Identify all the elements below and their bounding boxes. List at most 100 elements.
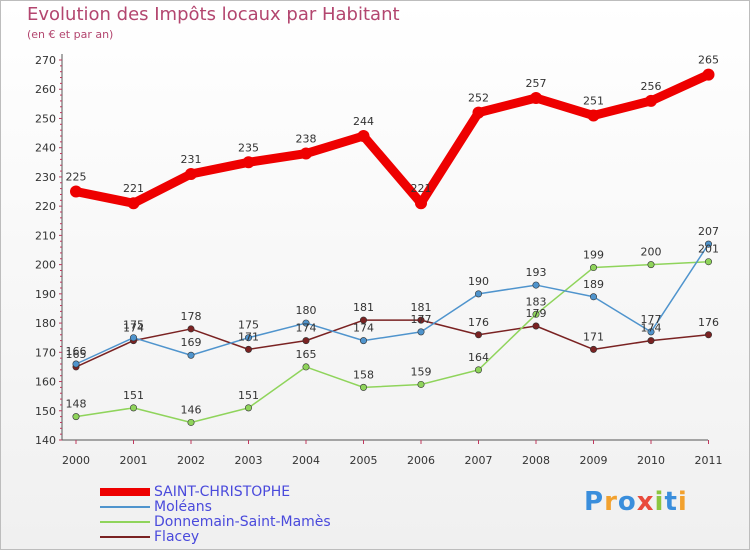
series-line-0 — [71, 70, 713, 208]
legend-swatch — [100, 536, 150, 538]
data-label: 158 — [353, 368, 374, 381]
y-tick-label: 190 — [35, 288, 56, 301]
data-point — [704, 331, 712, 339]
data-label: 176 — [698, 316, 719, 329]
logo-letter: x — [636, 487, 655, 517]
data-label: 190 — [468, 275, 489, 288]
data-point — [300, 147, 312, 160]
logo-letter: r — [604, 487, 618, 517]
legend-label: Moléans — [154, 499, 212, 515]
data-point — [704, 258, 712, 266]
data-point — [589, 293, 597, 301]
data-point — [245, 404, 253, 412]
data-label: 174 — [296, 322, 317, 335]
legend-swatch — [100, 521, 150, 523]
data-point — [415, 197, 427, 210]
x-tick-label: 2006 — [407, 454, 435, 467]
data-point — [647, 328, 655, 336]
legend-swatch — [100, 506, 150, 508]
data-label: 174 — [123, 322, 144, 335]
data-label: 165 — [296, 348, 317, 361]
data-point — [185, 168, 197, 180]
data-label: 159 — [411, 365, 432, 378]
data-label: 225 — [66, 171, 87, 184]
data-point — [187, 351, 195, 359]
legend-entry: Moléans — [100, 499, 400, 515]
data-point — [532, 322, 540, 330]
data-label: 164 — [468, 351, 489, 364]
data-label: 148 — [66, 398, 87, 411]
data-label: 178 — [181, 310, 202, 323]
x-tick-label: 2003 — [235, 454, 263, 467]
y-tick-label: 240 — [35, 142, 56, 155]
legend-label: Donnemain-Saint-Mamès — [154, 514, 331, 530]
data-point — [359, 316, 367, 324]
y-tick-label: 150 — [35, 405, 56, 418]
data-label: 175 — [123, 319, 144, 332]
data-point — [472, 106, 485, 119]
data-point — [474, 290, 482, 298]
logo-letter: P — [584, 487, 605, 517]
data-label: 169 — [181, 336, 202, 349]
data-point — [532, 310, 540, 318]
legend-entry: Flacey — [100, 529, 400, 545]
y-tick-label: 140 — [35, 434, 56, 447]
data-label: 221 — [411, 182, 432, 195]
data-point — [245, 334, 253, 342]
data-label: 235 — [238, 141, 259, 154]
data-point — [474, 331, 482, 339]
data-label: 244 — [353, 115, 374, 128]
y-tick-label: 200 — [35, 259, 56, 272]
data-label: 189 — [583, 278, 604, 291]
data-point — [417, 380, 425, 388]
data-label: 201 — [698, 243, 719, 256]
data-label: 183 — [526, 295, 547, 308]
data-point — [589, 264, 597, 272]
data-point — [532, 281, 540, 289]
data-label: 252 — [468, 92, 489, 105]
x-tick-label: 2009 — [580, 454, 608, 467]
x-tick-label: 2005 — [350, 454, 378, 467]
data-point — [245, 345, 253, 353]
data-label: 180 — [296, 304, 317, 317]
x-tick-label: 2001 — [120, 454, 148, 467]
data-point — [704, 240, 712, 248]
data-label: 200 — [641, 246, 662, 259]
data-point — [530, 92, 542, 104]
data-point — [359, 337, 367, 345]
data-label: 176 — [468, 316, 489, 329]
data-label: 193 — [526, 266, 547, 279]
logo-letter: i — [677, 487, 688, 517]
data-label: 231 — [181, 153, 202, 166]
legend-entry: SAINT-CHRISTOPHE — [100, 484, 400, 500]
y-tick-label: 170 — [35, 346, 56, 359]
data-point — [357, 130, 370, 142]
data-point — [417, 328, 425, 336]
data-point — [72, 413, 80, 421]
y-tick-label: 270 — [35, 54, 56, 67]
data-point — [72, 360, 80, 368]
data-label: 151 — [238, 389, 259, 402]
x-tick-label: 2007 — [465, 454, 493, 467]
data-label: 221 — [123, 182, 144, 195]
data-label: 171 — [583, 330, 604, 343]
data-label: 165 — [66, 348, 87, 361]
legend-label: SAINT-CHRISTOPHE — [154, 484, 291, 500]
data-point — [242, 156, 255, 169]
data-point — [589, 345, 597, 353]
x-tick-label: 2004 — [292, 454, 320, 467]
data-point — [70, 185, 82, 198]
data-label: 265 — [698, 54, 719, 67]
y-tick-label: 230 — [35, 171, 56, 184]
data-point — [702, 68, 715, 81]
data-point — [647, 337, 655, 345]
legend-entry: Donnemain-Saint-Mamès — [100, 514, 400, 530]
data-label: 251 — [583, 95, 604, 108]
data-label: 171 — [238, 330, 259, 343]
legend-swatch — [100, 488, 150, 496]
data-label: 175 — [238, 319, 259, 332]
proxiti-logo: Proxiti — [584, 487, 688, 517]
data-point — [474, 366, 482, 374]
